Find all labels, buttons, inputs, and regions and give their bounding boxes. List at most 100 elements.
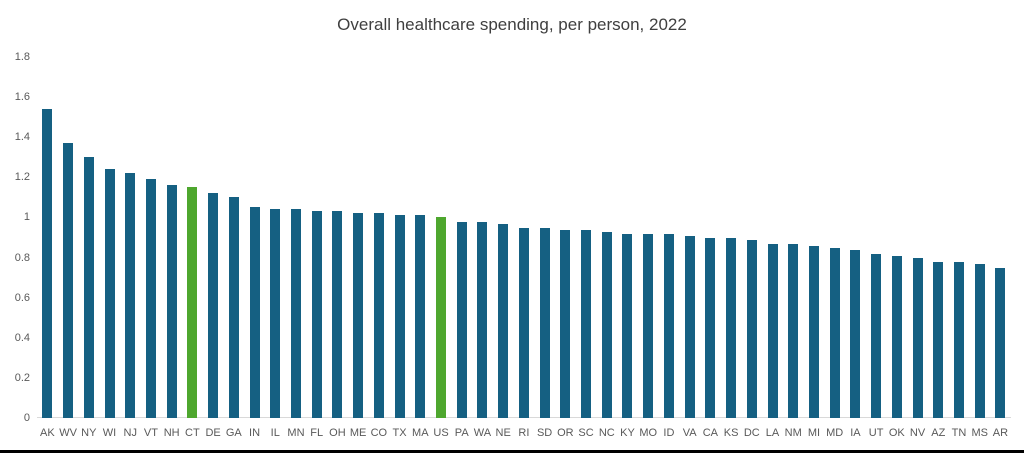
- x-label-SC: SC: [578, 427, 594, 439]
- bar-slot-PA: [451, 0, 472, 418]
- x-label-US: US: [433, 427, 449, 439]
- x-label-TX: TX: [392, 427, 407, 439]
- bar-WI: [104, 169, 115, 418]
- x-label-LA: LA: [765, 427, 780, 439]
- bar-IN: [249, 207, 260, 418]
- y-tick-label-0.6: 0.6: [14, 291, 30, 304]
- x-label-KY: KY: [620, 427, 635, 439]
- x-label-KS: KS: [723, 427, 739, 439]
- bar-MS: [974, 263, 985, 418]
- bar-NJ: [125, 173, 136, 418]
- x-label-ID: ID: [663, 427, 675, 439]
- x-label-DE: DE: [205, 427, 221, 439]
- bar-series: [37, 0, 1011, 418]
- bar-NH: [166, 185, 177, 418]
- bar-VA: [684, 235, 695, 418]
- bar-slot-ME: [348, 0, 369, 418]
- bar-slot-CT: [182, 0, 203, 418]
- x-label-WA: WA: [473, 427, 492, 439]
- y-tick-label-0: 0: [23, 412, 30, 424]
- bar-slot-MD: [824, 0, 845, 418]
- bar-slot-MN: [286, 0, 307, 418]
- x-label-FL: FL: [310, 427, 324, 439]
- x-label-NV: NV: [909, 427, 926, 439]
- bar-slot-WV: [58, 0, 79, 418]
- y-tick-label-1.6: 1.6: [14, 91, 30, 104]
- x-label-WV: WV: [59, 427, 77, 439]
- x-label-VA: VA: [682, 427, 697, 439]
- y-tick-label-0.4: 0.4: [14, 331, 30, 344]
- bar-MO: [643, 233, 654, 418]
- bar-slot-WI: [99, 0, 120, 418]
- bar-AZ: [933, 261, 944, 418]
- bar-slot-AR: [990, 0, 1011, 418]
- bar-CA: [705, 237, 716, 418]
- bar-slot-LA: [762, 0, 783, 418]
- bar-slot-KS: [721, 0, 742, 418]
- bar-VT: [145, 179, 156, 418]
- x-label-NH: NH: [163, 427, 180, 439]
- y-tick-label-0.8: 0.8: [14, 251, 30, 264]
- bar-slot-OH: [327, 0, 348, 418]
- bar-CO: [373, 213, 384, 418]
- bar-US: [436, 217, 447, 418]
- bar-IA: [850, 249, 861, 418]
- bar-FL: [311, 211, 322, 418]
- x-label-TN: TN: [951, 427, 967, 439]
- bar-slot-IA: [845, 0, 866, 418]
- bar-slot-TX: [389, 0, 410, 418]
- bar-KY: [622, 233, 633, 418]
- bar-ID: [663, 233, 674, 418]
- x-label-PA: PA: [454, 427, 469, 439]
- bar-MD: [829, 247, 840, 418]
- x-label-IL: IL: [270, 427, 280, 439]
- bar-AK: [42, 109, 53, 418]
- bar-slot-NV: [907, 0, 928, 418]
- bar-slot-WA: [472, 0, 493, 418]
- x-axis-labels: AK WV NY WI NJ VT NH CT DE GA IN IL MN FL OH ME CO TX MA US…: [37, 427, 1011, 440]
- x-label-UT: UT: [868, 427, 884, 439]
- x-label-AZ: AZ: [931, 427, 946, 439]
- bar-KS: [726, 237, 737, 418]
- bar-slot-KY: [617, 0, 638, 418]
- x-label-NM: NM: [784, 427, 802, 439]
- bar-GA: [228, 197, 239, 418]
- bar-CT: [187, 187, 198, 418]
- bar-slot-FL: [306, 0, 327, 418]
- x-label-CT: CT: [185, 427, 200, 439]
- bottom-border-line: [0, 450, 1024, 453]
- x-label-MI: MI: [807, 427, 821, 439]
- bar-PA: [456, 221, 467, 418]
- y-tick-label-1.2: 1.2: [14, 171, 30, 184]
- x-label-MA: MA: [412, 427, 429, 439]
- bar-NC: [601, 231, 612, 418]
- bar-slot-NC: [596, 0, 617, 418]
- bar-NM: [788, 243, 799, 418]
- bar-slot-RI: [514, 0, 535, 418]
- y-tick-label-1: 1: [23, 211, 30, 224]
- bar-NV: [912, 257, 923, 418]
- bar-slot-NH: [161, 0, 182, 418]
- bar-WV: [63, 143, 74, 418]
- x-label-GA: GA: [225, 427, 242, 439]
- bar-slot-UT: [866, 0, 887, 418]
- bar-SC: [581, 229, 592, 418]
- bar-SD: [539, 227, 550, 418]
- x-label-CO: CO: [370, 427, 388, 439]
- bar-NE: [498, 223, 509, 418]
- bar-slot-DC: [741, 0, 762, 418]
- bar-OR: [560, 229, 571, 418]
- y-tick-label-1.4: 1.4: [14, 131, 30, 144]
- y-tick-label-1.8: 1.8: [14, 51, 30, 63]
- x-label-IN: IN: [249, 427, 261, 439]
- x-label-CA: CA: [702, 427, 718, 439]
- bar-slot-NJ: [120, 0, 141, 418]
- chart-title: Overall healthcare spending, per person,…: [337, 15, 687, 34]
- bar-slot-GA: [223, 0, 244, 418]
- x-label-OK: OK: [888, 427, 905, 439]
- bar-slot-NM: [783, 0, 804, 418]
- x-label-RI: RI: [518, 427, 530, 439]
- bar-OH: [332, 211, 343, 418]
- x-label-NY: NY: [81, 427, 97, 439]
